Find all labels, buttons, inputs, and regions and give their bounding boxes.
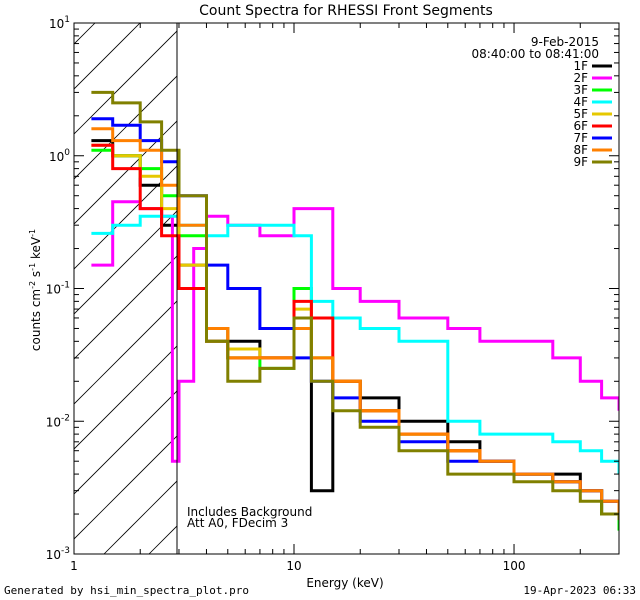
footer-generated-by: Generated by hsi_min_spectra_plot.pro	[4, 584, 250, 597]
x-tick-label: 100	[503, 559, 526, 573]
series-line-7F	[91, 117, 619, 514]
y-axis-label: counts cm-2 s-1 keV-1	[28, 229, 43, 351]
hatch-line	[74, 435, 177, 540]
y-tick-label: 100	[49, 148, 70, 164]
legend-label-7F: 7F	[573, 131, 588, 145]
series-line-5F	[91, 143, 619, 514]
hatch-line	[74, 210, 177, 315]
x-axis-label: Energy (keV)	[306, 576, 383, 590]
legend-label-9F: 9F	[573, 155, 588, 169]
hatch-line	[74, 255, 177, 360]
y-tick-labels: 101 100 10-1 10-2 10-3	[46, 15, 71, 562]
annotation-attenuator: Att A0, FDecim 3	[187, 516, 288, 530]
legend-label-5F: 5F	[573, 107, 588, 121]
x-tick-label: 10	[286, 559, 301, 573]
y-tick-label: 10-2	[46, 413, 70, 429]
series-line-6F	[91, 143, 619, 514]
time-range-label: 08:40:00 to 08:41:00	[472, 47, 599, 61]
series-layer	[91, 90, 619, 531]
series-line-9F	[91, 90, 619, 521]
legend-label-1F: 1F	[573, 59, 588, 73]
x-tick-label: 1	[70, 559, 78, 573]
hatch-line	[0, 23, 5, 554]
y-tick-label: 10-3	[46, 546, 70, 562]
hatch-line	[74, 30, 177, 135]
date-label: 9-Feb-2015	[531, 35, 599, 49]
plot-frame	[73, 22, 620, 555]
hatch-line	[74, 390, 177, 495]
legend-label-2F: 2F	[573, 71, 588, 85]
series-line-4F	[91, 214, 619, 475]
footer-timestamp: 19-Apr-2023 06:33	[523, 584, 636, 597]
chart-title: Count Spectra for RHESSI Front Segments	[199, 3, 493, 19]
hatch-line	[0, 23, 50, 554]
y-tick-label: 101	[49, 15, 70, 31]
series-line-8F	[91, 127, 619, 514]
annotation-background: Includes Background	[187, 505, 312, 519]
x-tick-labels: 1 10 100	[70, 559, 525, 573]
legend-label-8F: 8F	[573, 143, 588, 157]
legend-label-6F: 6F	[573, 119, 588, 133]
y-tick-label: 10-1	[46, 281, 70, 297]
legend-label-3F: 3F	[573, 83, 588, 97]
legend-label-4F: 4F	[573, 95, 588, 109]
series-line-2F	[91, 200, 619, 463]
